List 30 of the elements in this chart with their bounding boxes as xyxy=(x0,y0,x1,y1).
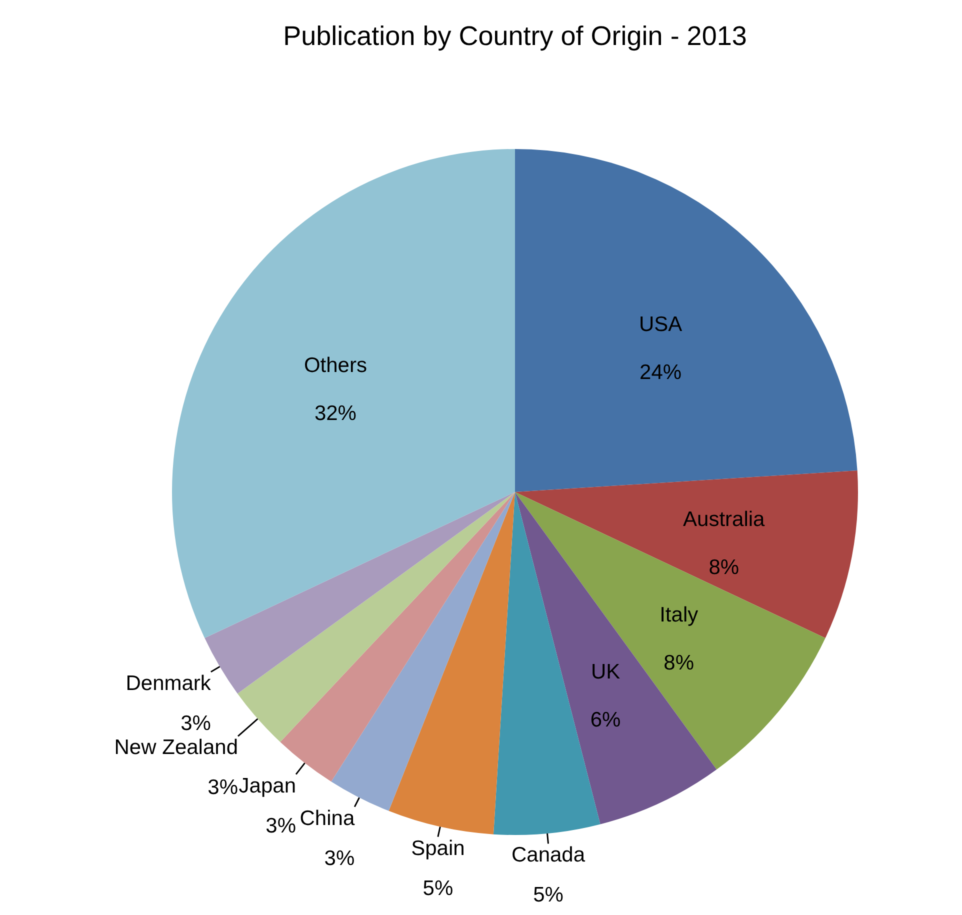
data-label: 8% xyxy=(664,652,694,675)
data-label: 5% xyxy=(422,876,454,900)
pie-slice xyxy=(515,492,826,770)
data-label: 32% xyxy=(314,402,356,426)
pie-slice xyxy=(331,492,515,811)
slice-label: Canada xyxy=(511,844,586,867)
data-label: 3% xyxy=(266,814,296,838)
pie-slice xyxy=(238,492,515,742)
slice-label: Italy xyxy=(660,604,699,627)
data-label: 8% xyxy=(708,556,740,579)
pie-slice xyxy=(515,149,858,492)
pie-slice xyxy=(515,470,858,638)
data-label: 3% xyxy=(180,712,211,735)
slice-label: Spain xyxy=(411,836,465,860)
data-label: 3% xyxy=(208,776,238,800)
slice-label: Japan xyxy=(238,774,296,798)
slice-label: USA xyxy=(638,312,682,336)
slice-label: Others xyxy=(304,354,367,378)
slice-label: New Zealand xyxy=(114,736,238,760)
data-label: 6% xyxy=(590,708,621,732)
data-label: 3% xyxy=(324,846,355,870)
data-label: 24% xyxy=(640,360,682,384)
slice-label: UK xyxy=(590,660,620,684)
slice-label: Denmark xyxy=(126,672,212,695)
pie-slice xyxy=(388,492,515,834)
pie-slice xyxy=(172,149,515,638)
data-label: 5% xyxy=(533,884,564,907)
slice-label: Australia xyxy=(683,508,766,531)
slice-label: China xyxy=(300,806,355,830)
chart-title: Publication by Country of Origin - 2013 xyxy=(283,21,747,51)
